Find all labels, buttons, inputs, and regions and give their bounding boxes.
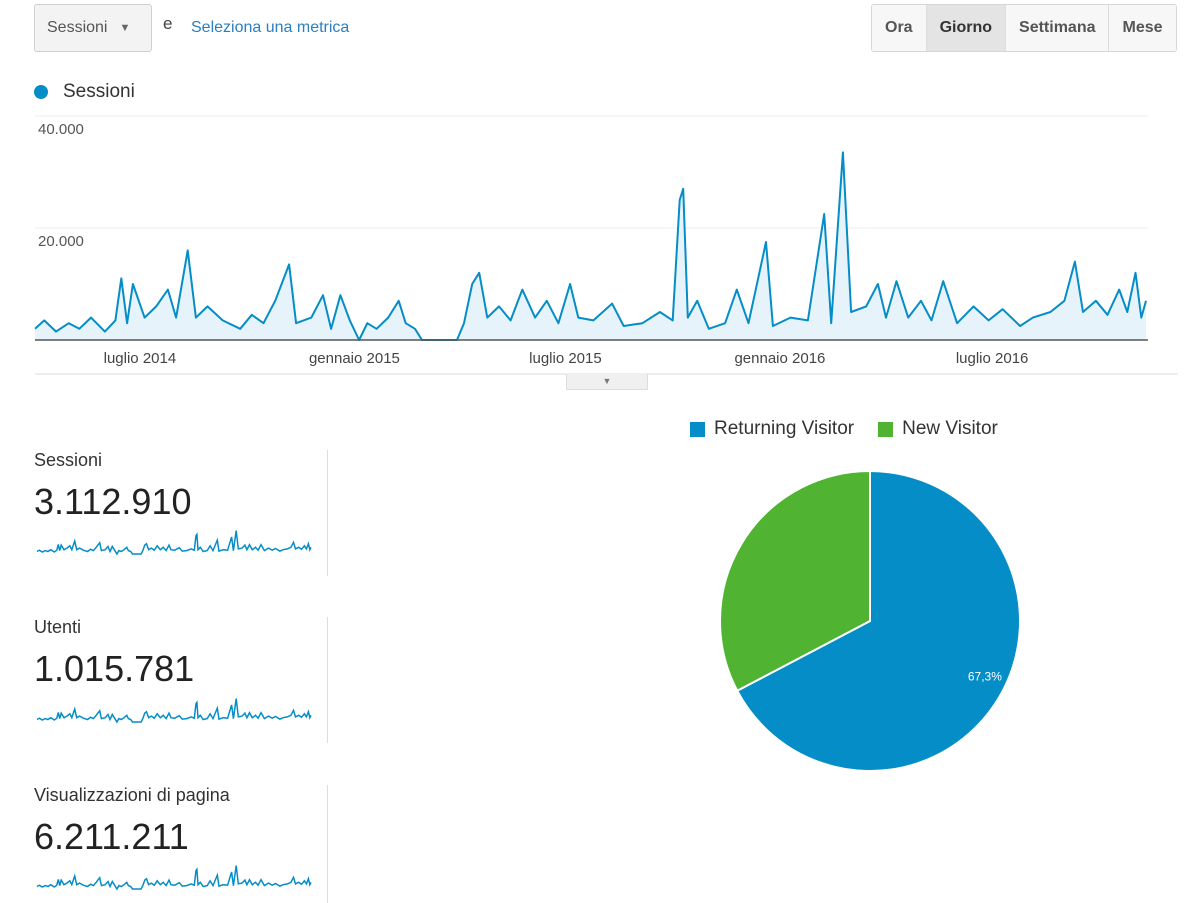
- period-selector: Ora Giorno Settimana Mese: [871, 4, 1177, 52]
- pie-legend: Returning Visitor New Visitor: [690, 418, 1022, 440]
- chart-legend: Sessioni: [34, 81, 135, 103]
- and-text: e: [163, 14, 173, 33]
- pie-slice-returning[interactable]: [735, 469, 1021, 772]
- sparkline-line: [36, 530, 312, 556]
- chevron-down-icon: ▼: [119, 22, 131, 34]
- metric-label: Visualizzazioni di pagina: [34, 785, 230, 805]
- x-tick-label: luglio 2014: [103, 350, 177, 367]
- period-week-button[interactable]: Settimana: [1005, 5, 1109, 51]
- x-tick-label: luglio 2015: [529, 350, 602, 367]
- metric-pageviews: Visualizzazioni di pagina 6.211.211: [34, 785, 230, 858]
- period-hour-button[interactable]: Ora: [872, 5, 926, 51]
- x-tick-label: gennaio 2015: [308, 350, 400, 367]
- legend-item-returning[interactable]: Returning Visitor: [690, 418, 854, 440]
- collapse-chart-handle[interactable]: ▼: [566, 374, 648, 390]
- sessions-line-chart: [34, 115, 1178, 375]
- sparkline-sessions: [36, 530, 312, 556]
- sessions-line: [34, 151, 1147, 341]
- pie-slice-new[interactable]: [719, 469, 871, 693]
- metric-label: Utenti: [34, 617, 82, 637]
- select-metric-link[interactable]: Seleziona una metrica: [191, 19, 350, 36]
- metric-select[interactable]: Sessioni ▼: [34, 4, 152, 52]
- legend-label: New Visitor: [902, 418, 998, 439]
- x-tick-label: luglio 2016: [955, 350, 1029, 367]
- metric-select-value: Sessioni: [47, 19, 108, 36]
- legend-swatch-icon: [690, 421, 705, 437]
- y-tick-label: 40.000: [38, 121, 84, 138]
- sparkline-line: [36, 698, 312, 724]
- legend-dot-icon: [34, 85, 48, 99]
- sessions-area: [35, 152, 1146, 340]
- sparkline-line: [36, 865, 312, 891]
- divider: [327, 785, 328, 903]
- sparkline-pageviews: [36, 865, 312, 891]
- metric-sessions: Sessioni 3.112.910: [34, 450, 191, 523]
- metric-label: Sessioni: [34, 450, 103, 470]
- period-month-button[interactable]: Mese: [1108, 5, 1176, 51]
- legend-item-new[interactable]: New Visitor: [878, 418, 998, 440]
- divider: [327, 450, 328, 576]
- x-tick-label: gennaio 2016: [734, 350, 826, 367]
- visitor-pie-chart: 67,3% 32,7%: [719, 469, 1021, 772]
- sparkline-users: [36, 698, 312, 724]
- legend-label: Returning Visitor: [714, 418, 855, 439]
- y-tick-label: 20.000: [38, 233, 84, 250]
- divider: [327, 617, 328, 743]
- metric-value: 3.112.910: [34, 481, 192, 522]
- metric-value: 6.211.211: [34, 816, 189, 857]
- pie-slice-label: 67,3%: [968, 669, 1002, 683]
- metric-value: 1.015.781: [34, 648, 195, 689]
- legend-swatch-icon: [878, 421, 894, 437]
- legend-label: Sessioni: [63, 81, 135, 102]
- metric-users: Utenti 1.015.781: [34, 617, 194, 690]
- period-day-button[interactable]: Giorno: [925, 5, 1006, 51]
- pie-slice-label: 32,7%: [747, 492, 781, 506]
